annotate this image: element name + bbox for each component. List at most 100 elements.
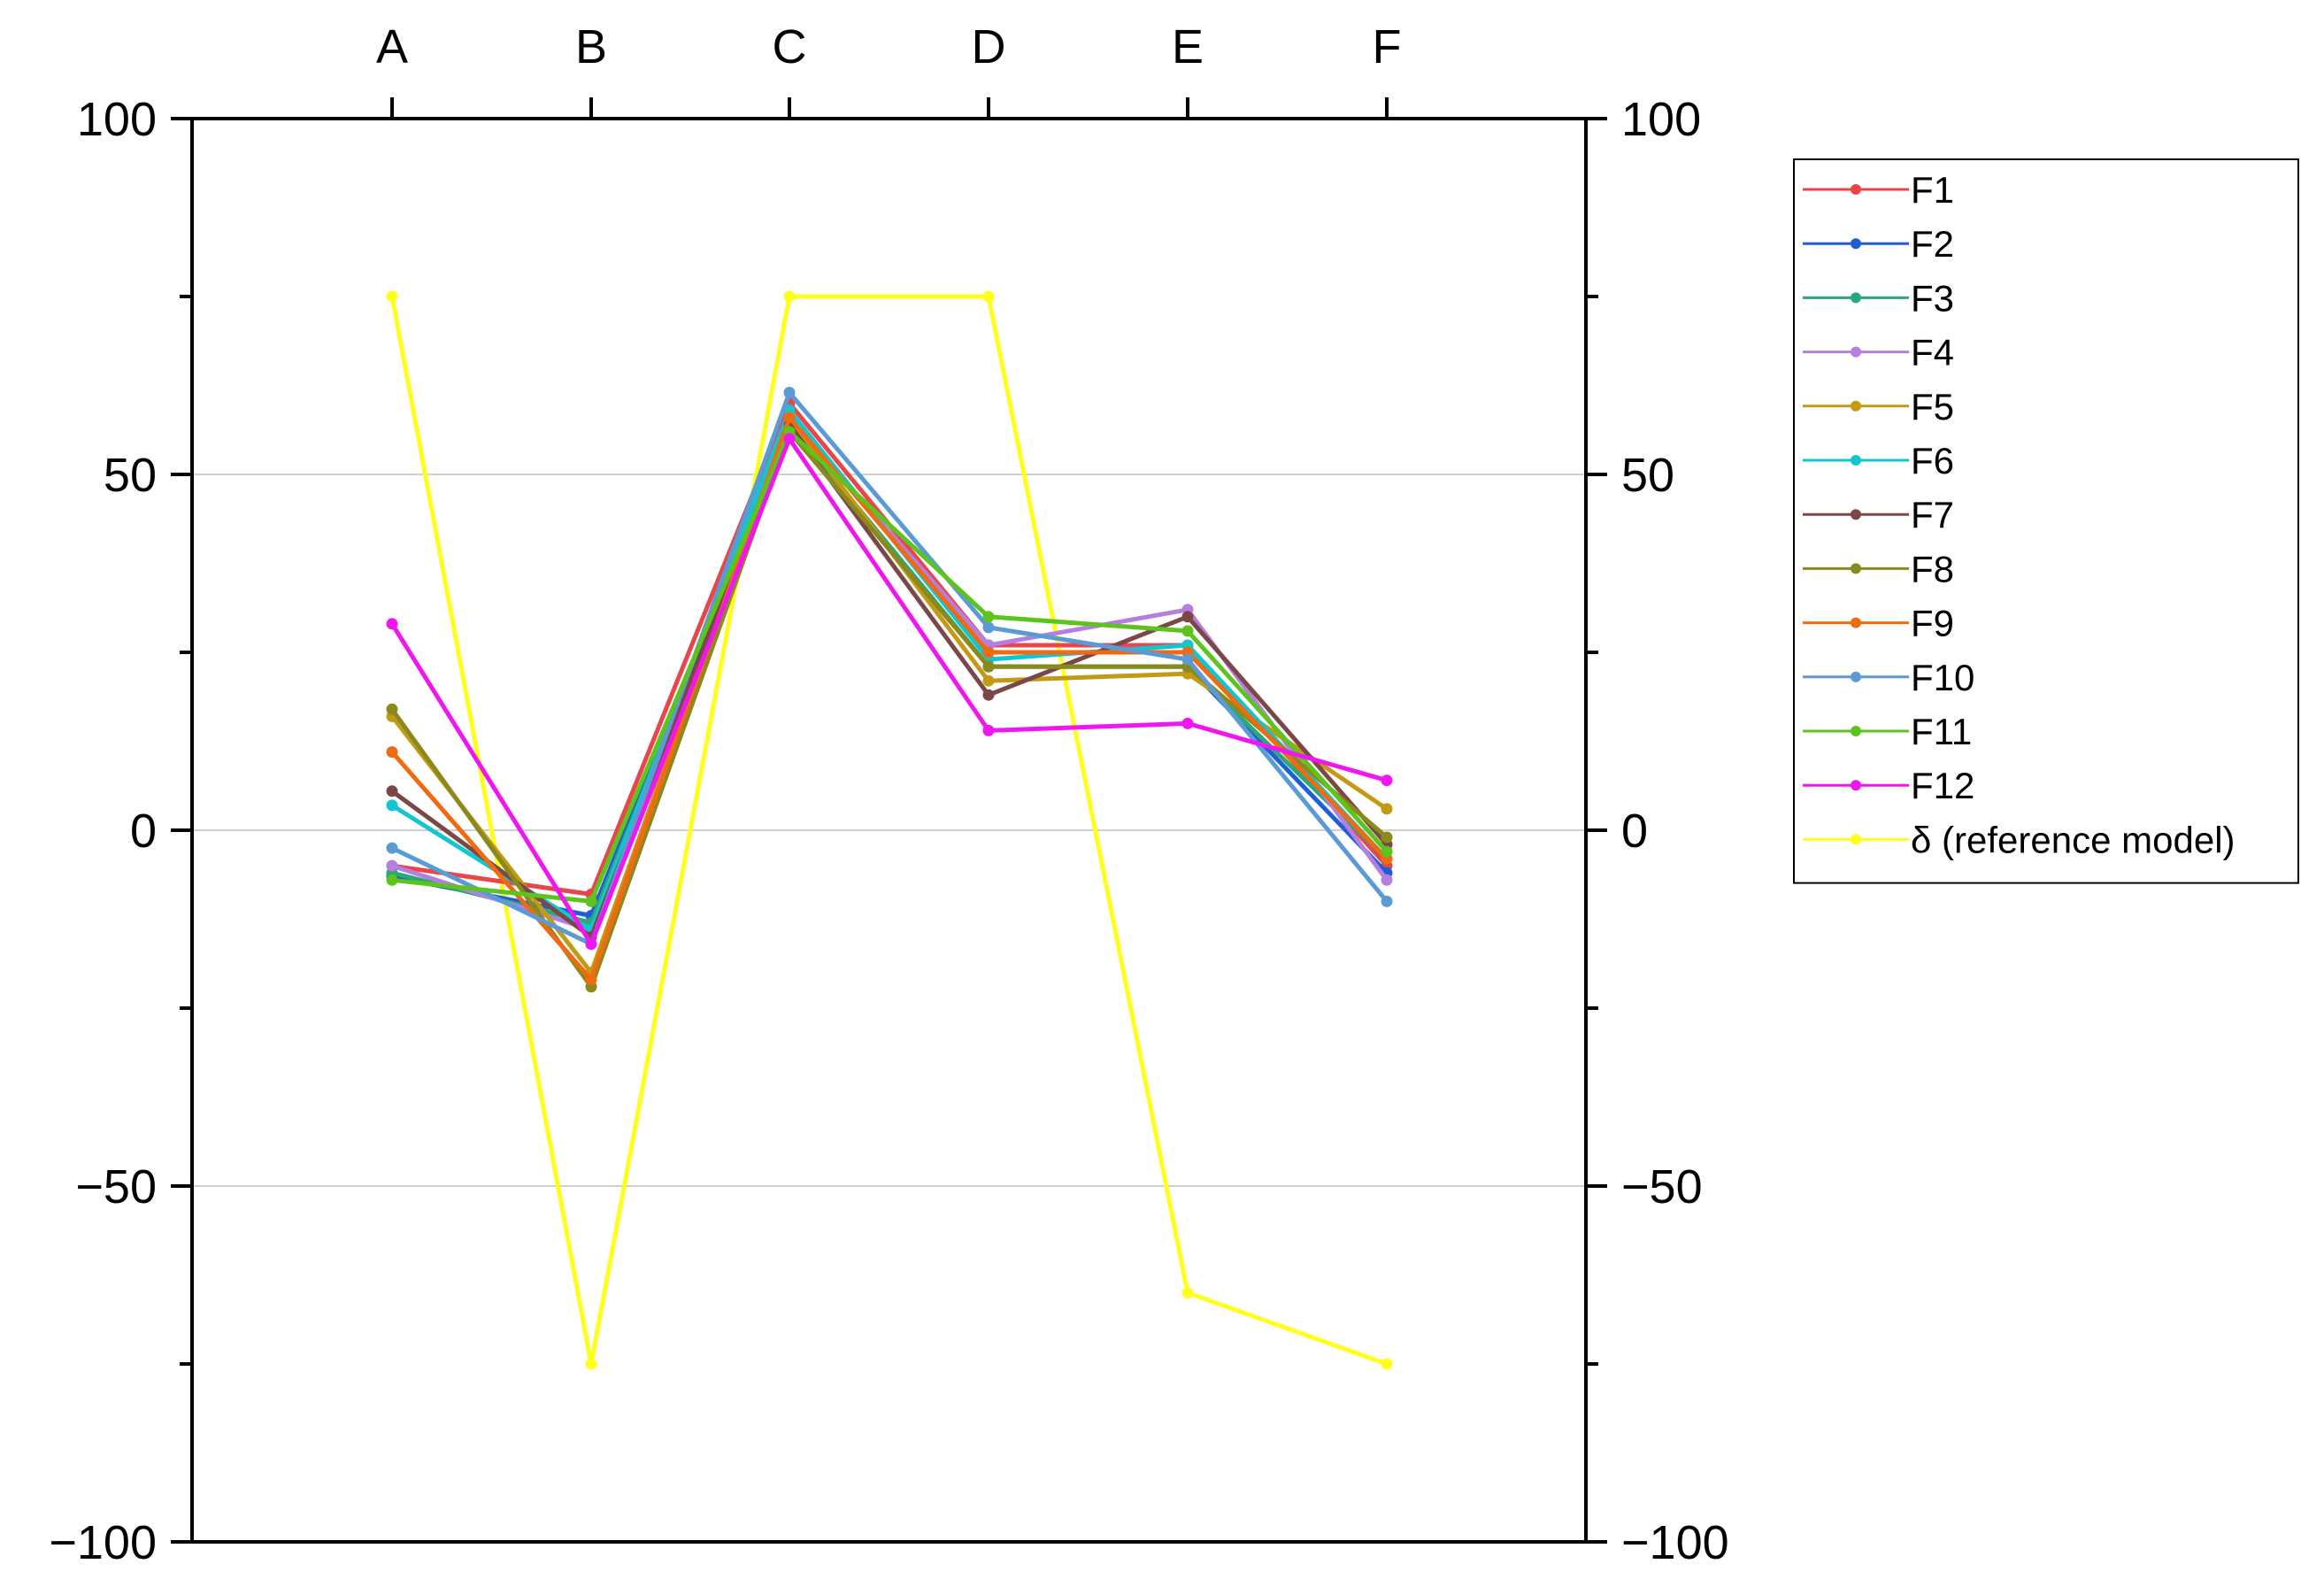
series--reference-model- — [386, 290, 1393, 1370]
legend-swatch-marker — [1851, 834, 1861, 845]
legend-label: F3 — [1911, 277, 1954, 319]
data-point — [386, 842, 398, 854]
legend-swatch-marker — [1851, 671, 1861, 682]
data-point — [585, 938, 597, 951]
left-y-tick-label: 0 — [130, 805, 157, 858]
legend-entry: F9 — [1803, 603, 1954, 644]
legend-entry: F7 — [1803, 494, 1954, 535]
left-y-tick-label: 50 — [104, 449, 157, 502]
data-point — [386, 859, 398, 872]
legend-label: F4 — [1911, 332, 1954, 374]
legend-box — [1793, 158, 2299, 884]
left-y-tick-label: −100 — [49, 1516, 157, 1569]
data-point — [585, 895, 597, 907]
legend-entry: F10 — [1803, 657, 1974, 698]
data-point — [1381, 774, 1393, 787]
legend-entry: F4 — [1803, 332, 1954, 374]
category-label: C — [773, 20, 807, 73]
legend-entry: F5 — [1803, 386, 1954, 428]
data-point — [982, 724, 995, 736]
series-line — [390, 390, 1389, 947]
legend-entry: δ (reference model) — [1803, 819, 2236, 860]
legend-swatch-marker — [1851, 780, 1861, 791]
data-point — [1181, 625, 1194, 637]
series-f12 — [386, 433, 1393, 951]
legend-label: F6 — [1911, 440, 1954, 481]
series-line — [390, 415, 1389, 982]
data-point — [585, 1358, 597, 1370]
legend-swatch-marker — [1851, 455, 1861, 466]
legend-label: F12 — [1911, 765, 1974, 806]
legend-label: F11 — [1911, 711, 1972, 752]
right-y-tick-label: −50 — [1621, 1160, 1703, 1213]
legend-swatch-marker — [1851, 563, 1861, 574]
series-f10 — [386, 387, 1393, 951]
legend-swatch-marker — [1851, 400, 1861, 412]
legend-swatch-marker — [1851, 509, 1861, 520]
series-line — [389, 436, 1388, 947]
data-point — [1381, 831, 1393, 844]
data-point — [386, 703, 398, 715]
left-y-tick-label: −50 — [75, 1160, 157, 1213]
category-label: E — [1172, 20, 1204, 73]
legend-label: F10 — [1911, 657, 1974, 698]
legend: F1 F2 F3 F4 F5 F6 F7 F8 F9 F10 F11 F12 δ (reference … — [1793, 158, 2299, 884]
data-point — [982, 689, 995, 701]
data-point — [982, 290, 995, 303]
series-line — [391, 422, 1389, 918]
category-label: F — [1373, 20, 1402, 73]
legend-entry: F3 — [1803, 277, 1954, 319]
data-point — [386, 785, 398, 797]
legend-label: F1 — [1911, 169, 1954, 211]
data-point — [783, 290, 796, 303]
series-f9 — [386, 412, 1393, 986]
axes — [171, 97, 1607, 1544]
series-f1 — [386, 397, 1393, 900]
legend-swatch-marker — [1851, 238, 1861, 250]
series-f3 — [386, 419, 1393, 928]
series-line — [389, 429, 1389, 990]
data-point — [1381, 895, 1393, 907]
data-point — [982, 621, 995, 634]
data-point — [783, 412, 796, 424]
axis-labels: 100 100 50 50 0 0 −50 −50 −100 −100 A B C D E F — [49, 20, 1728, 1569]
legend-swatch-marker — [1851, 184, 1861, 195]
legend-label: F5 — [1911, 386, 1954, 428]
data-point — [1381, 1358, 1393, 1370]
series-line — [391, 429, 1389, 904]
series-line — [390, 408, 1389, 933]
right-y-tick-label: 100 — [1621, 93, 1701, 146]
data-point — [1181, 717, 1194, 729]
data-point — [585, 974, 597, 986]
left-y-tick-label: 100 — [77, 93, 157, 146]
series-f2 — [386, 419, 1393, 921]
legend-label: F9 — [1911, 603, 1954, 644]
legend-entry: F11 — [1803, 711, 1972, 752]
data-point — [783, 433, 796, 445]
legend-entry: F6 — [1803, 440, 1954, 481]
right-y-tick-label: 0 — [1621, 805, 1648, 858]
data-point — [982, 660, 995, 673]
legend-swatch-marker — [1851, 617, 1861, 628]
legend-label: F8 — [1911, 548, 1954, 589]
series-line — [390, 422, 1389, 940]
data-point — [1181, 653, 1194, 666]
right-y-tick-label: 50 — [1621, 449, 1674, 502]
legend-label: F2 — [1911, 223, 1954, 265]
legend-entry: F8 — [1803, 548, 1954, 589]
data-point — [982, 611, 995, 623]
category-label: D — [972, 20, 1006, 73]
data-point — [982, 674, 995, 687]
data-point — [783, 387, 796, 398]
data-point — [386, 290, 398, 303]
legend-entry: F2 — [1803, 223, 1954, 265]
data-point — [386, 874, 398, 886]
right-y-tick-label: −100 — [1621, 1516, 1729, 1569]
category-label: A — [376, 20, 408, 73]
data-point — [1381, 874, 1393, 886]
series-f5 — [386, 412, 1393, 979]
legend-swatch-marker — [1851, 726, 1861, 736]
data-point — [386, 799, 398, 812]
data-point — [1181, 1287, 1194, 1299]
